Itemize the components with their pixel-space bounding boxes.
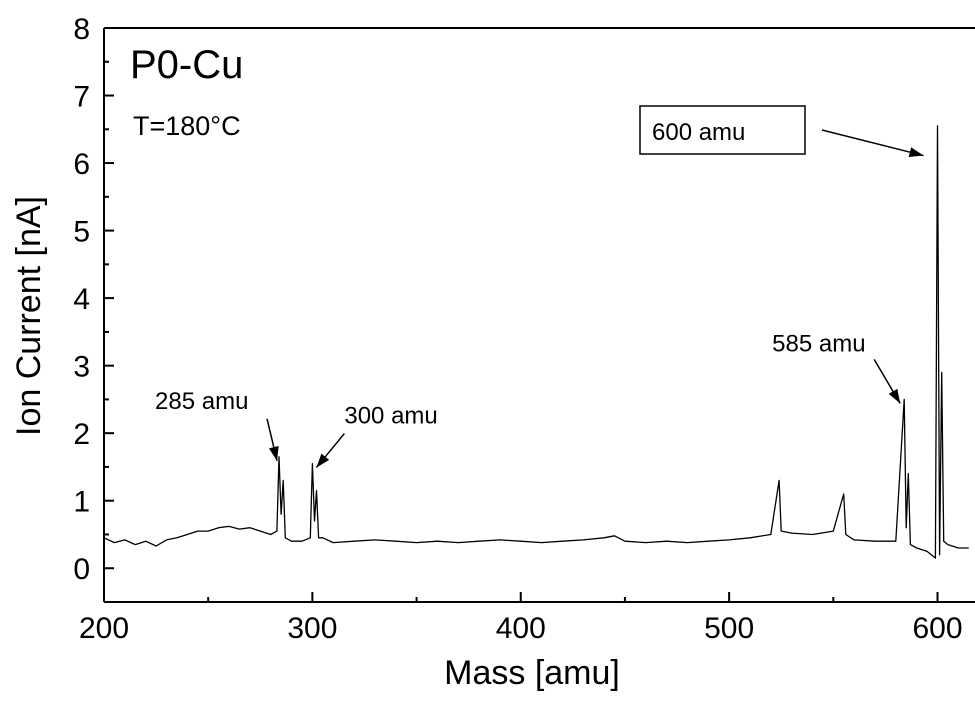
annotation-arrowhead <box>908 147 924 157</box>
x-tick-label: 400 <box>496 612 546 645</box>
y-tick-label: 4 <box>73 283 90 316</box>
x-axis-label: Mass [amu] <box>444 654 620 692</box>
annotations: 285 amu 300 amu 585 amu 600 amu <box>155 105 924 469</box>
x-tick-label: 200 <box>79 612 129 645</box>
chart-subtitle: T=180°C <box>133 111 241 141</box>
plot-area <box>103 125 969 559</box>
annotation-arrowhead <box>316 453 330 468</box>
y-axis-ticks: 0 1 2 3 4 5 6 7 8 <box>73 13 114 603</box>
y-axis-label: Ion Current [nA] <box>10 196 48 436</box>
x-tick-label: 600 <box>912 612 962 645</box>
x-tick-label: 300 <box>287 612 337 645</box>
y-tick-label: 3 <box>73 351 90 384</box>
series-line <box>103 125 969 559</box>
annotation-arrowhead <box>268 446 279 461</box>
annotation-label: 285 amu <box>155 388 248 415</box>
annotation-arrowhead <box>888 388 901 404</box>
y-tick-label: 2 <box>73 418 90 451</box>
annotation-label: 600 amu <box>652 119 745 146</box>
y-tick-label: 5 <box>73 216 90 249</box>
annotation-label: 300 amu <box>344 403 437 430</box>
y-tick-label: 7 <box>73 81 90 114</box>
y-tick-label: 1 <box>73 486 90 519</box>
x-axis-ticks: 200 300 400 500 600 <box>79 592 963 645</box>
y-tick-label: 6 <box>73 148 90 181</box>
annotation-label: 585 amu <box>772 330 865 357</box>
y-tick-label: 0 <box>73 553 90 586</box>
annotation-arrow <box>821 129 924 157</box>
chart-title: P0-Cu <box>130 43 243 87</box>
x-tick-label: 500 <box>704 612 754 645</box>
y-tick-label: 8 <box>73 13 90 46</box>
annotation-box <box>639 105 806 155</box>
